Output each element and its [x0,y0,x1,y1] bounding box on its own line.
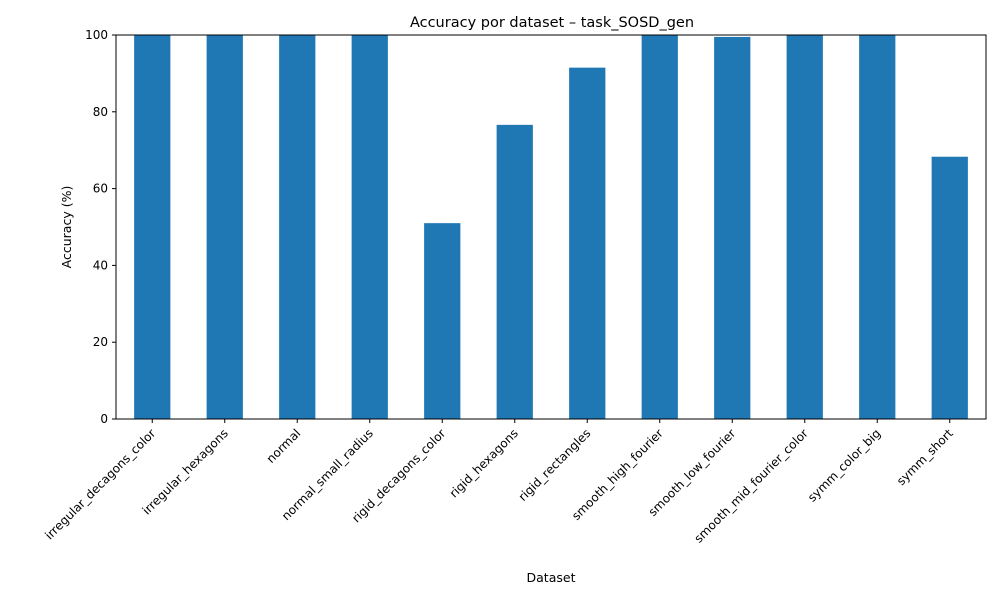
bar-symm_short [931,156,968,419]
y-tick-label: 20 [93,335,108,349]
bar-rigid_rectangles [569,67,606,419]
y-axis-label: Accuracy (%) [59,186,74,269]
y-tick-label: 40 [93,258,108,272]
bar-rigid_hexagons [496,124,533,419]
y-axis-ticks: 0 20 40 60 80 100 [85,28,116,426]
y-tick-label: 100 [85,28,108,42]
bar-smooth_mid_fourier_color [786,35,823,419]
bar-irregular_decagons_color [134,35,171,419]
bar-smooth_low_fourier [714,36,751,420]
plot-frame [115,34,987,420]
bar-rigid_decagons_color [424,223,461,419]
y-tick-label: 0 [100,412,108,426]
bar-normal_small_radius [351,35,388,419]
chart-title: Accuracy por dataset – task_SOSD_gen [410,15,694,31]
x-axis-label: Dataset [527,570,576,585]
y-tick-label: 80 [93,105,108,119]
bar-normal [279,35,316,419]
bar-symm_color_big [859,35,896,419]
bar-irregular_hexagons [206,35,243,419]
bar-smooth_high_fourier [641,35,678,419]
y-tick-label: 60 [93,182,108,196]
bars-group [134,35,968,420]
